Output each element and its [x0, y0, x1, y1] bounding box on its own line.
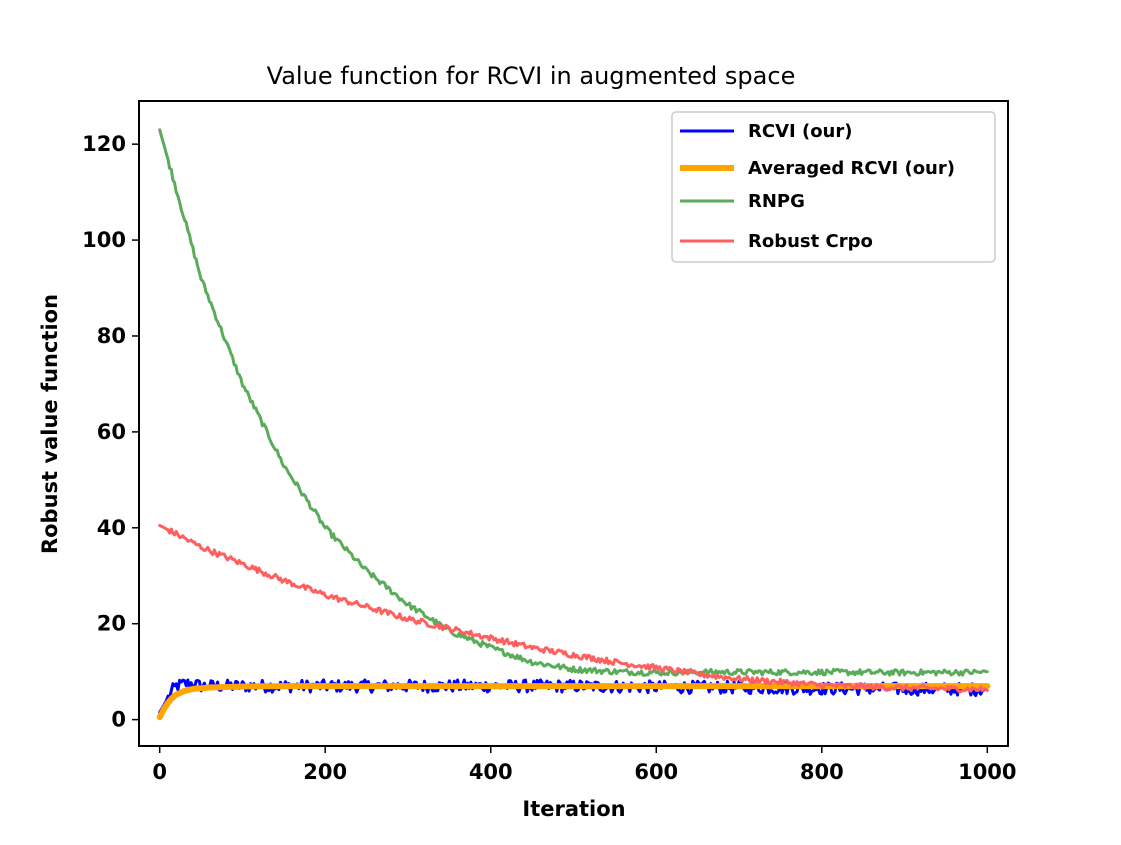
y-axis-ticks: 0 20 40 60 80 100 120 [82, 132, 139, 732]
x-tick-label: 800 [800, 760, 844, 784]
y-tick-label: 40 [97, 516, 126, 540]
legend: RCVI (our) Averaged RCVI (our) RNPG Robust … [671, 111, 996, 263]
y-tick-label: 80 [97, 324, 126, 348]
series-layer [156, 128, 991, 721]
y-axis-label: Robust value function [38, 294, 62, 554]
y-tick-label: 60 [97, 420, 126, 444]
series-line-averaged-rcvi-our [156, 683, 991, 721]
plot-frame [138, 100, 1009, 747]
legend-label: RCVI (our) [748, 121, 852, 142]
y-tick-label: 0 [111, 708, 126, 732]
chart-title: Value function for RCVI in augmented spa… [267, 62, 796, 90]
x-axis-label: Iteration [522, 797, 625, 821]
series-line-rnpg [158, 128, 989, 677]
legend-label: Averaged RCVI (our) [748, 158, 955, 179]
legend-label: RNPG [748, 191, 805, 212]
x-tick-label: 600 [634, 760, 678, 784]
x-tick-label: 0 [152, 760, 167, 784]
y-tick-label: 120 [82, 132, 126, 156]
y-tick-label: 100 [82, 228, 126, 252]
x-tick-label: 400 [469, 760, 513, 784]
series-line-robust-crpo [158, 523, 989, 694]
plot-area [138, 100, 1009, 747]
x-tick-label: 200 [303, 760, 347, 784]
legend-frame [671, 111, 996, 263]
y-tick-label: 20 [97, 612, 126, 636]
x-axis-ticks: 0 200 400 600 800 1000 [152, 746, 1017, 784]
legend-label: Robust Crpo [748, 231, 873, 252]
x-tick-label: 1000 [958, 760, 1016, 784]
